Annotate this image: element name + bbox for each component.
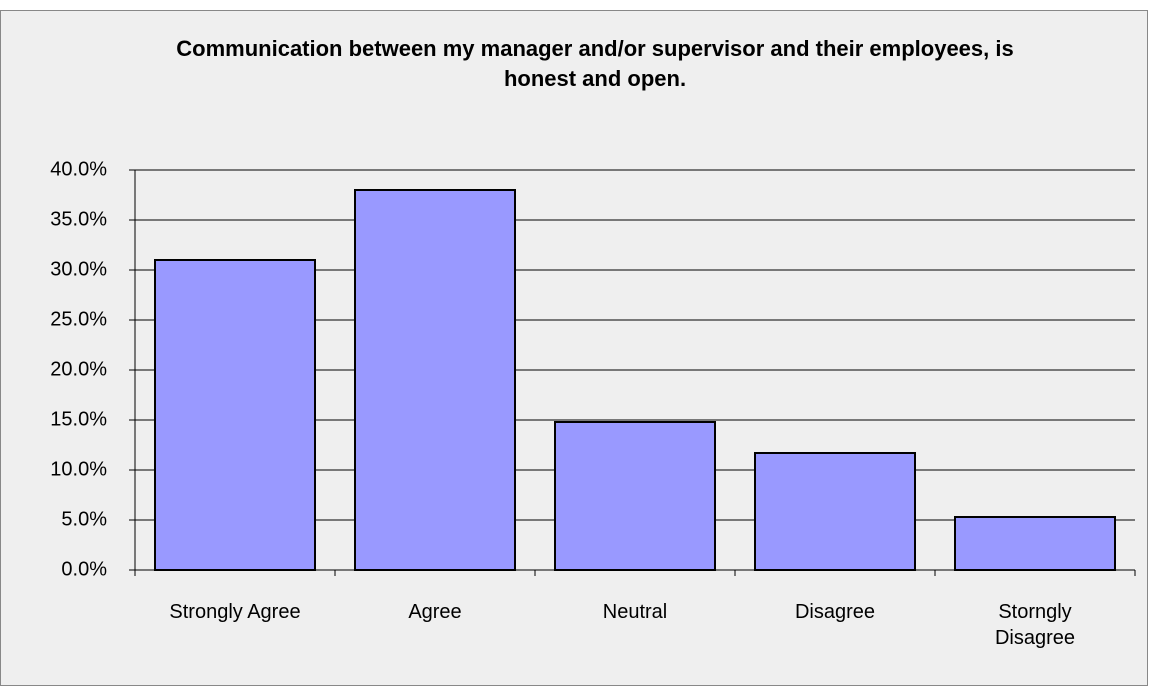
bar bbox=[754, 452, 916, 571]
x-tick-label: Disagree bbox=[794, 601, 876, 623]
y-tick-label: 15.0% bbox=[50, 408, 107, 430]
bar bbox=[154, 259, 316, 571]
y-tick-label: 25.0% bbox=[50, 308, 107, 330]
y-tick-label: 20.0% bbox=[50, 358, 107, 380]
bar bbox=[554, 421, 716, 571]
chart-title: Communication between my manager and/or … bbox=[176, 36, 1014, 91]
x-tick-label: Storngly Disagree bbox=[994, 601, 1076, 649]
x-tick-label: Neutral bbox=[602, 601, 668, 623]
x-tick-label: Strongly Agree bbox=[169, 601, 301, 623]
bar bbox=[354, 189, 516, 571]
bar bbox=[954, 516, 1116, 571]
y-tick-label: 5.0% bbox=[61, 508, 107, 530]
y-tick-label: 35.0% bbox=[50, 208, 107, 230]
x-tick-label: Agree bbox=[408, 601, 462, 623]
y-tick-label: 40.0% bbox=[50, 158, 107, 180]
y-tick-label: 30.0% bbox=[50, 258, 107, 280]
y-tick-label: 0.0% bbox=[61, 558, 107, 580]
y-tick-label: 10.0% bbox=[50, 458, 107, 480]
